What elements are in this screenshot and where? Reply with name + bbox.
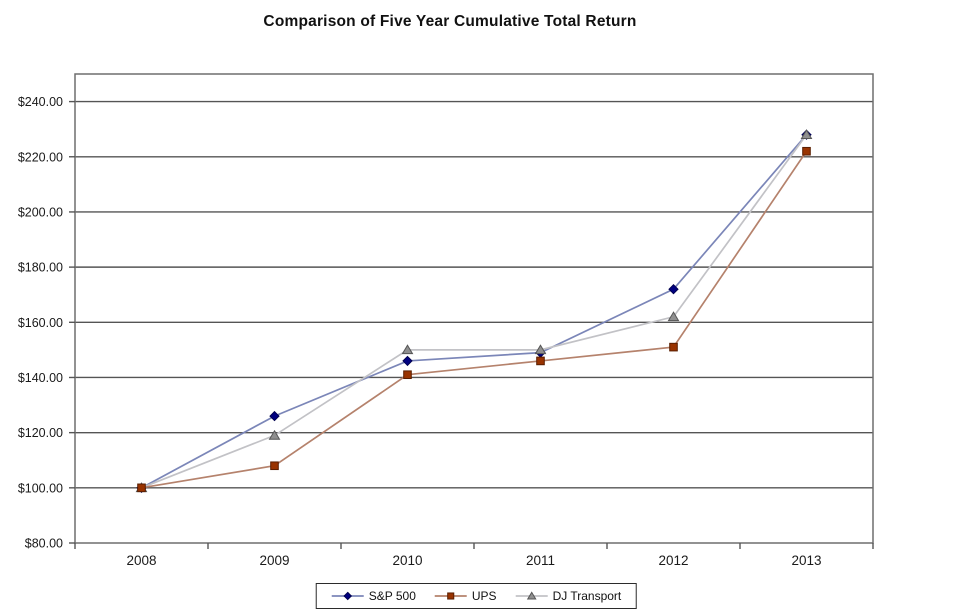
legend-item-s-p-500: S&P 500 [331,589,416,603]
y-axis-tick-label: $120.00 [18,426,63,440]
series-dj-transport [135,129,813,493]
legend-swatch [515,591,548,600]
series-marker-diamond [668,283,679,295]
series-marker-triangle [401,344,414,355]
series-ups [137,146,811,493]
x-axis-tick-label: 2008 [126,553,156,568]
legend-item-ups: UPS [434,589,497,603]
series-marker-square [403,370,412,380]
series-marker-triangle [667,311,680,322]
series-marker-square [447,592,455,600]
legend-label: UPS [471,589,497,603]
series-marker-square [536,356,545,366]
y-axis-tick-label: $80.00 [25,537,63,551]
series-marker-triangle [526,591,537,600]
series-marker-triangle [534,344,547,355]
series-line [141,134,808,489]
legend-item-dj-transport: DJ Transport [515,589,622,603]
y-axis-tick-label: $140.00 [18,371,63,385]
series-line [141,134,808,489]
chart-title: Comparison of Five Year Cumulative Total… [263,13,637,30]
series-marker-square [802,146,811,156]
y-axis-tick-label: $100.00 [18,481,63,495]
series-marker-diamond [269,410,280,422]
series-s-p-500 [136,129,812,494]
x-axis-tick-label: 2012 [658,553,688,568]
y-axis-tick-label: $220.00 [18,150,63,164]
series-marker-diamond [402,355,413,367]
y-axis-tick-label: $180.00 [18,261,63,275]
y-axis-tick-label: $240.00 [18,95,63,109]
legend-label: DJ Transport [552,589,622,603]
series-line [141,150,808,489]
x-axis-tick-label: 2011 [526,553,555,568]
legend-label: S&P 500 [368,589,416,603]
chart-legend: S&P 500 UPS DJ Transport [315,583,637,609]
plot-area-frame [74,73,874,544]
x-axis-tick-label: 2009 [259,553,289,568]
series-marker-triangle [268,429,281,440]
x-axis-tick-label: 2010 [392,553,422,568]
series-marker-diamond [343,591,353,601]
series-marker-square [270,461,279,471]
y-axis-tick-label: $160.00 [18,316,63,330]
legend-swatch [434,592,467,600]
series-marker-triangle [800,129,813,139]
legend-swatch [331,591,364,601]
x-axis-tick-label: 2013 [791,553,821,568]
series-marker-square [669,342,678,352]
series-marker-square [137,483,146,493]
y-axis-tick-label: $200.00 [18,205,63,219]
